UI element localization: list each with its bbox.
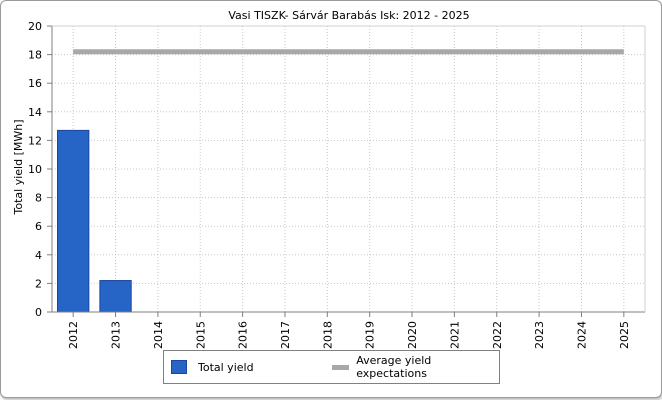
x-tick-label: 2024 — [575, 321, 588, 349]
x-tick-label: 2021 — [448, 321, 461, 349]
y-axis-label: Total yield [MWh] — [12, 120, 25, 216]
x-tick-label: 2020 — [406, 321, 419, 349]
y-tick-label: 20 — [28, 20, 42, 33]
legend-label-total-yield: Total yield — [198, 360, 254, 374]
y-tick-label: 0 — [35, 306, 42, 319]
x-tick-label: 2014 — [152, 321, 165, 349]
legend-item-average-yield: Average yield expectations — [332, 351, 499, 383]
x-tick-label: 2025 — [618, 321, 631, 349]
y-tick-label: 4 — [35, 249, 42, 262]
chart-title: Vasi TISZK- Sárvár Barabás Isk: 2012 - 2… — [228, 9, 469, 22]
axes — [47, 25, 646, 317]
plot-area — [52, 26, 645, 312]
x-tick-label: 2012 — [67, 321, 80, 349]
x-tick-label: 2016 — [237, 321, 250, 349]
legend-swatch-line — [332, 364, 350, 370]
grid — [52, 25, 645, 312]
x-tick-label: 2013 — [110, 321, 123, 349]
x-ticks: 2012 2013 2014 2015 2016 2017 2018 2019 2020 2021… — [67, 321, 631, 349]
y-tick-label: 16 — [28, 77, 42, 90]
legend-label-average-yield: Average yield expectations — [356, 354, 432, 380]
x-tick-label: 2022 — [491, 321, 504, 349]
bar-2012 — [57, 129, 90, 313]
bars — [57, 129, 132, 313]
y-tick-label: 12 — [28, 134, 42, 147]
y-ticks: 0 2 4 6 8 10 12 14 16 18 20 — [28, 20, 42, 319]
x-tick-label: 2023 — [533, 321, 546, 349]
x-tick-label: 2017 — [279, 321, 292, 349]
bar-2013 — [99, 280, 132, 313]
y-tick-label: 2 — [35, 277, 42, 290]
legend-swatch-bar — [171, 360, 187, 374]
y-tick-label: 10 — [28, 163, 42, 176]
x-tick-label: 2015 — [194, 321, 207, 349]
y-tick-label: 8 — [35, 192, 42, 205]
y-tick-label: 6 — [35, 220, 42, 233]
legend: Total yield Average yield expectations — [163, 350, 500, 384]
y-tick-label: 14 — [28, 106, 42, 119]
x-tick-label: 2018 — [321, 321, 334, 349]
x-tick-label: 2019 — [364, 321, 377, 349]
legend-item-total-yield: Total yield — [171, 351, 254, 383]
y-tick-label: 18 — [28, 49, 42, 62]
